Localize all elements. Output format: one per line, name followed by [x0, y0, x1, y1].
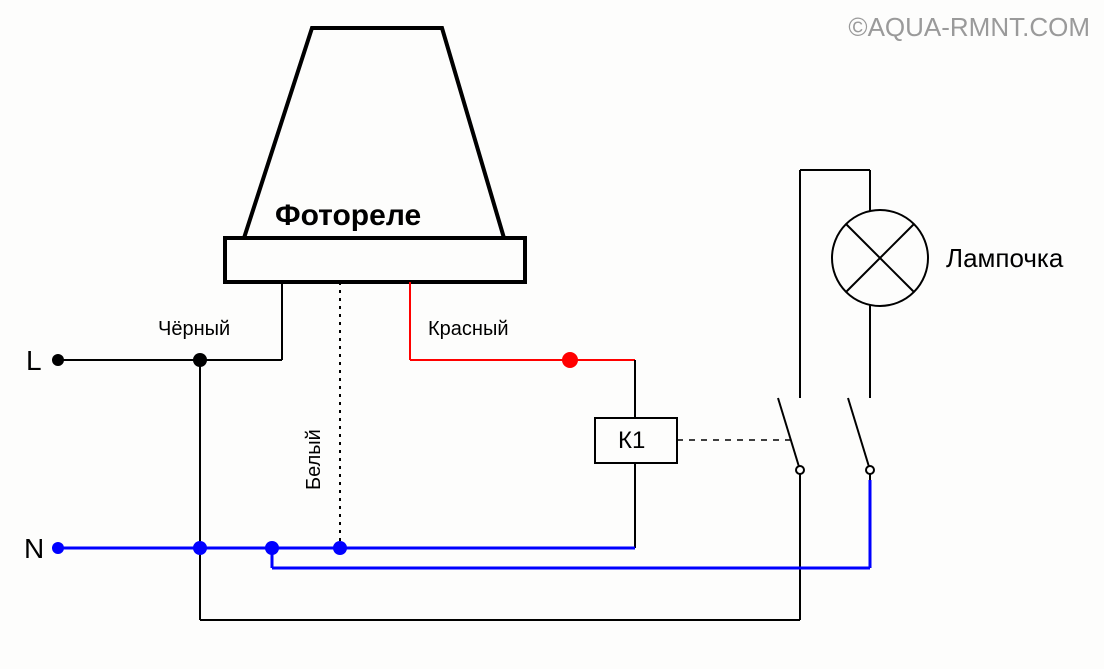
wire-red-junction [562, 352, 578, 368]
terminal-L-label: L [26, 345, 42, 376]
terminal-N-dot [52, 542, 64, 554]
wire-white-label: Белый [303, 429, 325, 490]
watermark-text: ©AQUA-RMNT.COM [848, 12, 1090, 42]
relay-k1-label: К1 [618, 427, 645, 454]
diagram-canvas: ©AQUA-RMNT.COM Фотореле L Чёрный Белый К… [0, 0, 1104, 669]
wire-blue-junction-2 [265, 541, 279, 555]
contact-left-hinge [796, 466, 804, 474]
lamp-label: Лампочка [946, 243, 1064, 273]
wire-black-label: Чёрный [158, 318, 230, 340]
terminal-N-label: N [24, 533, 44, 564]
lamp-symbol [800, 170, 928, 388]
wire-red-label: Красный [428, 318, 509, 340]
relay-k1: К1 [595, 360, 790, 548]
photorelay-base [225, 238, 525, 282]
wire-black-junction [193, 353, 207, 367]
contacts [778, 388, 874, 480]
wire-blue-junction-1 [193, 541, 207, 555]
contact-right-hinge [866, 466, 874, 474]
terminal-L-dot [52, 354, 64, 366]
photorelay-symbol: Фотореле [225, 28, 525, 282]
wire-blue [58, 480, 870, 568]
photorelay-label: Фотореле [275, 199, 421, 232]
